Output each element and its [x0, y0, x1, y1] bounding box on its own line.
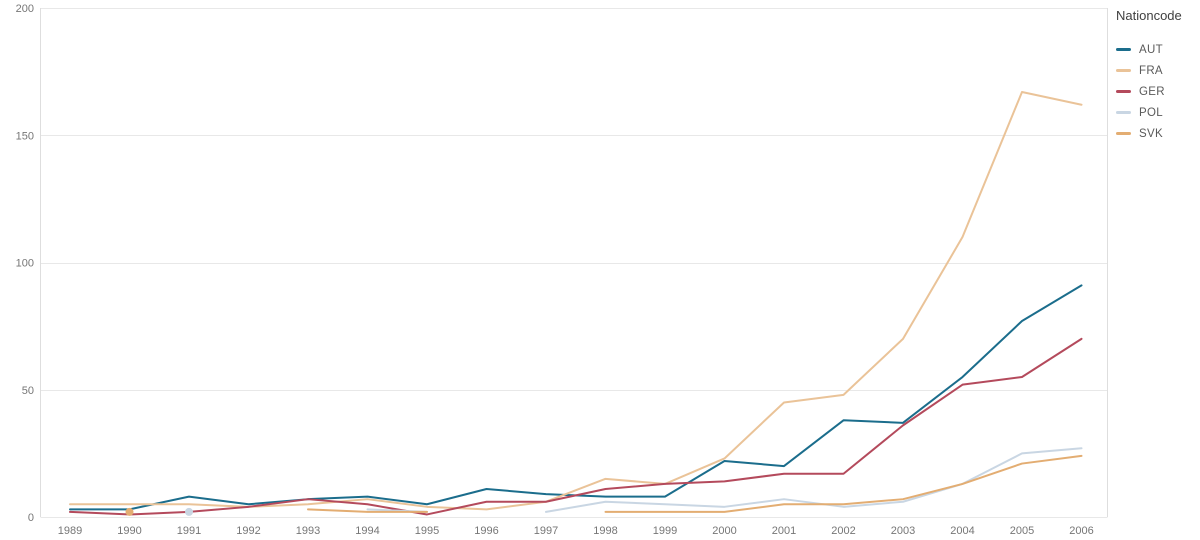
line-series-pol[interactable]	[545, 447, 1083, 513]
legend-label: GER	[1139, 85, 1165, 98]
x-axis-tick-label: 2002	[831, 525, 855, 537]
aut-line-swatch-icon	[1116, 48, 1131, 51]
x-axis-tick-label: 1990	[117, 525, 141, 537]
legend-item-aut[interactable]: AUT	[1116, 39, 1200, 60]
line-series-aut[interactable]	[69, 284, 1083, 511]
x-axis-tick-label: 1989	[58, 525, 82, 537]
pol-line-swatch-icon	[1116, 111, 1131, 114]
line-series-fra[interactable]	[69, 90, 1083, 511]
x-axis-tick-label: 1996	[474, 525, 498, 537]
x-axis-tick-label: 1995	[415, 525, 439, 537]
x-axis-tick-label: 1993	[296, 525, 320, 537]
y-axis-tick-label: 0	[28, 512, 34, 524]
x-axis-tick-label: 2005	[1010, 525, 1034, 537]
legend-label: AUT	[1139, 43, 1163, 56]
x-axis-tick-label: 1994	[355, 525, 379, 537]
x-axis-tick-label: 2003	[891, 525, 915, 537]
x-axis-tick-label: 1999	[653, 525, 677, 537]
svk-line-swatch-icon	[1116, 132, 1131, 135]
y-axis-tick-label: 150	[16, 130, 34, 142]
line-series-svk[interactable]	[604, 454, 1083, 513]
legend-label: SVK	[1139, 127, 1163, 140]
y-axis-tick-label: 100	[16, 258, 34, 270]
y-axis-tick-label: 50	[22, 385, 34, 397]
legend-title: Nationcode	[1116, 8, 1182, 23]
x-axis-tick-label: 1998	[593, 525, 617, 537]
legend-item-ger[interactable]: GER	[1116, 81, 1200, 102]
line-series-ger[interactable]	[69, 337, 1083, 516]
x-axis-tick-label: 1991	[177, 525, 201, 537]
x-axis-tick-label: 2006	[1069, 525, 1093, 537]
x-axis-tick-label: 1997	[534, 525, 558, 537]
legend-item-svk[interactable]: SVK	[1116, 123, 1200, 144]
y-axis-tick-label: 200	[16, 3, 34, 15]
x-axis-tick-label: 1992	[236, 525, 260, 537]
x-axis-tick-label: 2004	[950, 525, 974, 537]
data-point-svk[interactable]	[125, 507, 134, 516]
legend-label: FRA	[1139, 64, 1163, 77]
legend-item-fra[interactable]: FRA	[1116, 60, 1200, 81]
legend-item-pol[interactable]: POL	[1116, 102, 1200, 123]
x-axis-tick-label: 2000	[712, 525, 736, 537]
legend-label: POL	[1139, 106, 1163, 119]
line-series-svk[interactable]	[307, 508, 428, 513]
chart-legend: Nationcode AUT FRA GER POL SVK	[1116, 8, 1200, 144]
fra-line-swatch-icon	[1116, 69, 1131, 72]
ger-line-swatch-icon	[1116, 90, 1131, 93]
x-axis-tick-label: 2001	[772, 525, 796, 537]
data-point-pol[interactable]	[185, 507, 193, 516]
